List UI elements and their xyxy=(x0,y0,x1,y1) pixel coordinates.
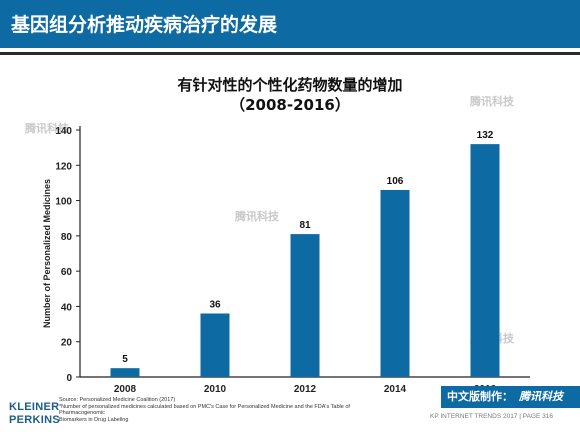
credit-badge: 中文版制作： 腾讯科技 xyxy=(441,386,580,408)
y-tick-label: 20 xyxy=(61,338,73,349)
source-line: Source: Personalized Medicine Coalition … xyxy=(59,397,176,403)
bar xyxy=(380,189,410,377)
x-tick-label: 2010 xyxy=(204,384,227,395)
source-note: Source: Personalized Medicine Coalition … xyxy=(59,397,359,423)
data-label: 106 xyxy=(387,176,404,187)
watermark-text: 腾讯科技 xyxy=(470,95,514,108)
header-bar: 基因组分析推动疾病治疗的发展 xyxy=(0,0,580,48)
badge-prefix: 中文版制作： xyxy=(447,390,513,403)
y-tick-label: 0 xyxy=(66,373,72,384)
y-axis-title: Number of Personalized Medicines xyxy=(42,179,52,328)
source-footnote: Biomarkers in Drug Labeling xyxy=(59,416,129,423)
y-tick-label: 100 xyxy=(55,197,72,208)
chart-title: 有针对性的个性化药物数量的增加 xyxy=(177,76,403,94)
bar xyxy=(470,144,500,377)
bar-chart: 0 20 40 60 80 100 120 140 Number of Personalized… xyxy=(42,126,530,395)
y-tick-label: 60 xyxy=(61,267,73,278)
x-tick-label: 2008 xyxy=(114,384,137,395)
y-tick-label: 80 xyxy=(61,232,73,243)
bar xyxy=(290,234,320,377)
data-label: 81 xyxy=(299,220,311,231)
badge-brand: 腾讯科技 xyxy=(519,390,563,403)
page-footer: KP INTERNET TRENDS 2017 | PAGE 316 xyxy=(430,413,553,420)
chart-subtitle: （2008-2016） xyxy=(230,96,350,114)
bar xyxy=(110,368,140,377)
watermark-text: 腾讯科技 xyxy=(25,122,69,135)
watermark-text: 腾讯科技 xyxy=(235,210,279,223)
header-divider xyxy=(0,52,580,55)
x-tick-label: 2014 xyxy=(384,384,407,395)
data-label: 132 xyxy=(477,130,494,141)
logo-line: PERKINS xyxy=(9,414,60,426)
kleiner-perkins-logo: KLEINER PERKINS xyxy=(9,401,60,427)
y-tick-label: 140 xyxy=(55,126,72,137)
data-label: 36 xyxy=(209,299,221,310)
y-tick-label: 40 xyxy=(61,302,73,313)
data-label: 5 xyxy=(122,354,128,365)
bar xyxy=(200,313,230,377)
logo-line: KLEINER xyxy=(9,401,60,413)
x-tick-label: 2012 xyxy=(294,384,317,395)
y-tick-label: 120 xyxy=(55,161,72,172)
source-footnote: *Number of personalized medicines calcul… xyxy=(59,403,350,417)
page-title: 基因组分析推动疾病治疗的发展 xyxy=(11,14,278,36)
